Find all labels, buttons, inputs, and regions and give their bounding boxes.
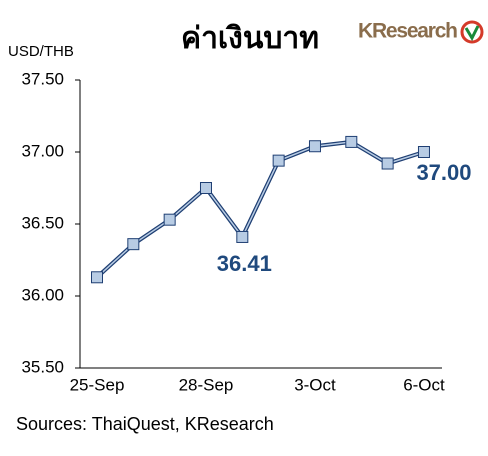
brand: KResearch <box>358 20 458 43</box>
x-tick-label: 28-Sep <box>179 375 234 394</box>
marker <box>272 154 285 167</box>
y-tick-label: 35.50 <box>21 357 64 376</box>
source-note: Sources: ThaiQuest, KResearch <box>16 414 274 434</box>
marker <box>345 135 358 148</box>
marker <box>91 271 103 284</box>
y-tick-label: 36.50 <box>21 213 64 232</box>
marker <box>417 146 430 158</box>
data-label: 37.00 <box>416 160 471 185</box>
brand-icon <box>460 20 484 44</box>
marker <box>199 182 212 194</box>
y-axis-label: USD/THB <box>8 43 74 60</box>
marker <box>308 140 321 153</box>
marker <box>163 213 176 226</box>
y-tick-label: 37.00 <box>21 141 64 160</box>
y-tick-label: 36.00 <box>21 285 64 304</box>
chart-title: ค่าเงินบาท <box>181 21 319 56</box>
marker <box>381 157 394 170</box>
x-tick-label: 25-Sep <box>70 375 125 394</box>
x-tick-label: 3-Oct <box>294 375 336 394</box>
data-label: 36.41 <box>217 251 272 276</box>
marker <box>127 238 140 251</box>
marker <box>236 230 249 243</box>
x-tick-label: 6-Oct <box>403 375 445 394</box>
line <box>96 141 425 278</box>
y-tick-label: 37.50 <box>21 69 64 88</box>
